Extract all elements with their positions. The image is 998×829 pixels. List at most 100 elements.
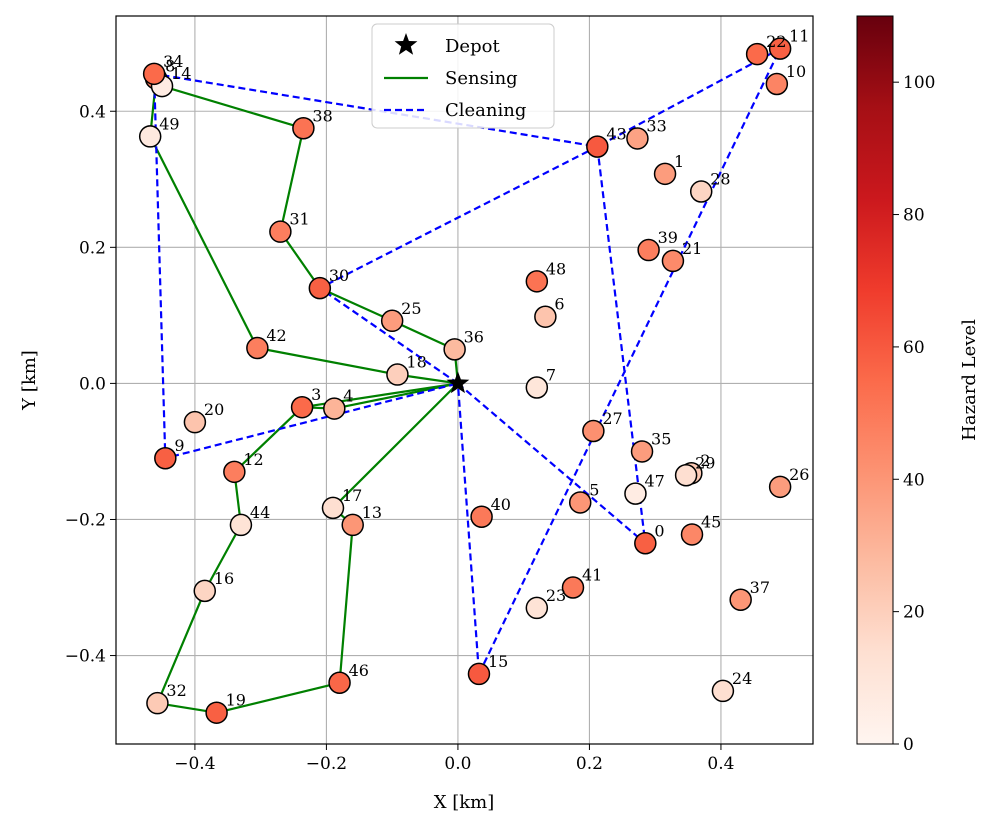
point-label-35: 35: [651, 429, 671, 448]
colorbar-tick-label: 40: [903, 470, 925, 490]
point-label-8: 8: [165, 57, 175, 76]
y-tick-label: 0.2: [79, 238, 106, 258]
point-label-44: 44: [250, 503, 270, 522]
x-tick-label: 0.0: [444, 754, 471, 774]
plot-frame: [115, 15, 814, 745]
colorbar-ticks: 0 20 40 60 80 100: [893, 73, 935, 755]
hazard-point-43: [586, 135, 609, 158]
point-label-5: 5: [589, 480, 599, 499]
point-label-14: 14: [171, 64, 191, 83]
point-label-32: 32: [166, 681, 186, 700]
hazard-point-19: [205, 701, 228, 724]
hazard-point-25: [380, 309, 404, 333]
point-label-36: 36: [464, 327, 484, 346]
point-label-20: 20: [204, 400, 224, 419]
hazard-point-29: [674, 464, 698, 487]
point-label-6: 6: [554, 295, 564, 314]
hazard-point-36: [443, 338, 466, 361]
hazard-point-17: [321, 496, 345, 520]
y-tick-label: −0.2: [65, 510, 106, 530]
axis-ticks: −0.4 −0.2 0.0 0.2 0.4 −0.4 −0.2 0.0 0.2 0.4: [65, 102, 735, 774]
point-label-24: 24: [732, 669, 752, 688]
colorbar-tick-label: 60: [903, 338, 925, 358]
hazard-point-11: [768, 37, 792, 60]
sensing-route-0: [149, 77, 459, 385]
hazard-point-49: [138, 125, 162, 148]
point-label-17: 17: [342, 486, 362, 505]
point-label-48: 48: [546, 259, 566, 278]
hazard-point-23: [525, 596, 549, 620]
point-label-7: 7: [546, 365, 556, 384]
point-label-3: 3: [311, 385, 321, 404]
hazard-point-41: [561, 576, 585, 599]
point-label-22: 22: [766, 32, 786, 51]
hazard-point-9: [154, 446, 177, 470]
sensing-route-1: [156, 382, 459, 714]
point-label-26: 26: [789, 465, 809, 484]
colorbar: 0 20 40 60 80 100 Hazard Level: [856, 15, 980, 755]
point-label-15: 15: [488, 652, 508, 671]
depot-marker: [446, 371, 470, 394]
legend: Depot Sensing Cleaning: [371, 23, 555, 129]
hazard-point-48: [525, 270, 549, 293]
point-label-30: 30: [329, 266, 349, 285]
hazard-point-38: [292, 117, 315, 140]
point-label-21: 21: [682, 239, 702, 258]
hazard-point-34: [142, 62, 166, 86]
hazard-point-31: [269, 220, 292, 243]
legend-depot-label: Depot: [445, 36, 500, 57]
hazard-point-3: [290, 395, 314, 419]
point-label-31: 31: [289, 210, 309, 229]
hazard-point-15: [467, 662, 491, 686]
point-label-43: 43: [606, 125, 626, 144]
point-label-0: 0: [654, 521, 664, 540]
hazard-point-20: [183, 410, 207, 434]
legend-depot-marker: [394, 33, 418, 55]
point-label-1: 1: [674, 152, 684, 171]
x-tick-label: −0.4: [174, 754, 215, 774]
colorbar-tick-label: 80: [903, 206, 925, 226]
x-tick-label: −0.2: [306, 754, 347, 774]
colorbar-label: Hazard Level: [959, 319, 980, 441]
legend-cleaning-label: Cleaning: [445, 100, 526, 121]
hazard-point-44: [229, 513, 253, 537]
x-axis-label: X [km]: [434, 792, 495, 813]
point-label-42: 42: [266, 326, 286, 345]
hazard-point-6: [534, 305, 557, 328]
hazard-point-27: [582, 419, 605, 443]
point-label-39: 39: [658, 228, 678, 247]
point-label-29: 29: [695, 453, 715, 472]
point-label-10: 10: [786, 62, 806, 81]
y-axis-label: Y [km]: [19, 350, 40, 411]
hazard-point-0: [634, 532, 657, 555]
point-label-12: 12: [243, 450, 263, 469]
legend-sensing-label: Sensing: [445, 68, 518, 89]
cleaning-route-1: [456, 47, 782, 676]
colorbar-gradient: [856, 15, 894, 745]
point-label-11: 11: [789, 27, 809, 46]
point-label-34: 34: [163, 52, 183, 71]
point-label-18: 18: [406, 353, 426, 372]
point-label-9: 9: [174, 436, 184, 455]
legend-frame: [371, 23, 555, 129]
point-label-33: 33: [646, 116, 666, 135]
point-label-16: 16: [214, 569, 234, 588]
hazard-point-16: [193, 579, 217, 603]
point-label-40: 40: [491, 495, 511, 514]
hazard-point-22: [745, 42, 769, 66]
point-label-37: 37: [750, 578, 770, 597]
hazard-point-30: [308, 276, 332, 300]
hazard-point-18: [386, 363, 409, 386]
colorbar-tick-label: 100: [903, 73, 935, 93]
hazard-point-5: [568, 491, 592, 514]
hazard-point-33: [626, 127, 649, 150]
hazard-point-10: [765, 72, 789, 96]
hazard-point-28: [689, 180, 713, 203]
point-label-13: 13: [362, 503, 382, 522]
hazard-point-47: [624, 482, 647, 505]
y-tick-label: 0.0: [79, 374, 106, 394]
point-label-27: 27: [602, 409, 622, 428]
colorbar-tick-label: 0: [903, 735, 914, 755]
